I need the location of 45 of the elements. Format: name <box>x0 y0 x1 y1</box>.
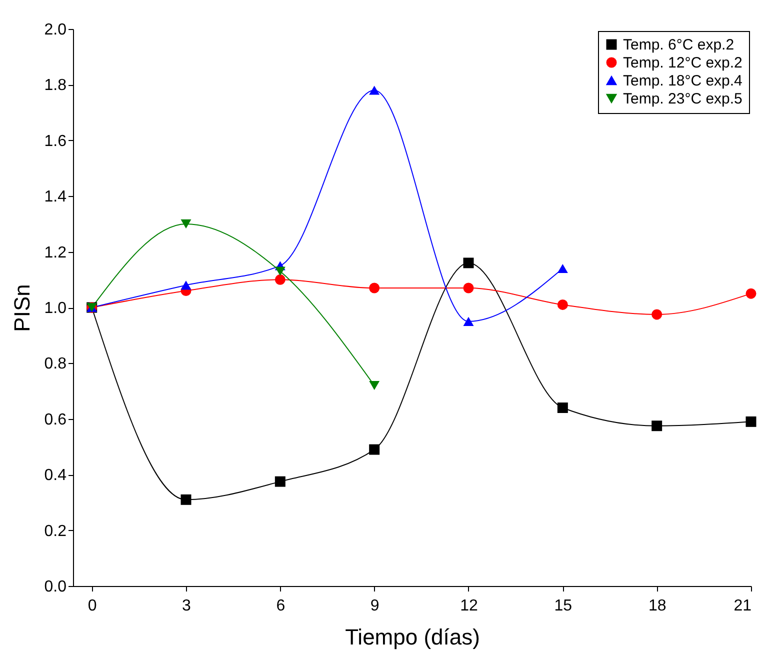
point <box>369 380 380 390</box>
point <box>274 266 286 276</box>
point <box>369 282 380 294</box>
point <box>180 280 192 290</box>
x-tick-label: 0 <box>88 598 97 614</box>
y-tick-label: 1.2 <box>44 244 67 262</box>
point <box>557 299 568 310</box>
y-tick-label: 0.4 <box>44 467 67 484</box>
legend-label: Temp. 12°C exp.2 <box>623 54 742 72</box>
x-tick-label: 9 <box>370 598 380 614</box>
point <box>652 309 662 320</box>
x-tick-label: 3 <box>182 598 192 614</box>
x-axis-title: Tiempo (días) <box>345 624 480 650</box>
point <box>274 476 286 487</box>
legend-label: Temp. 23°C exp.5 <box>623 90 742 108</box>
y-tick-label: 0.2 <box>44 522 67 540</box>
y-tick-label: 0.8 <box>44 356 67 373</box>
point <box>557 264 568 274</box>
x-tick-label: 18 <box>648 598 666 614</box>
legend-label: Temp. 18°C exp.4 <box>623 72 742 90</box>
y-tick-label: 1.6 <box>44 132 67 150</box>
y-axis-title: PISn <box>9 284 34 332</box>
point <box>463 282 474 294</box>
point <box>180 219 192 228</box>
x-tick-label: 21 <box>734 598 752 614</box>
point <box>746 416 756 427</box>
point <box>180 494 192 505</box>
y-tick-label: 1.4 <box>44 188 67 206</box>
point <box>274 274 286 285</box>
point <box>463 316 474 326</box>
legend-label: Temp. 6°C exp.2 <box>623 36 734 54</box>
y-tick-label: 0.0 <box>44 578 67 596</box>
y-tick-label: 1.8 <box>44 77 67 94</box>
x-tick-label: 15 <box>554 598 572 614</box>
x-tick-label: 12 <box>460 598 478 614</box>
y-tick-label: 0.6 <box>44 411 67 428</box>
point <box>463 258 474 268</box>
point <box>652 420 662 432</box>
y-tick-label: 1.0 <box>44 300 67 317</box>
point <box>369 444 380 455</box>
point <box>746 288 756 299</box>
point <box>557 402 568 414</box>
x-tick-label: 6 <box>276 598 286 614</box>
y-tick-label: 2.0 <box>44 22 67 38</box>
point <box>369 86 380 95</box>
